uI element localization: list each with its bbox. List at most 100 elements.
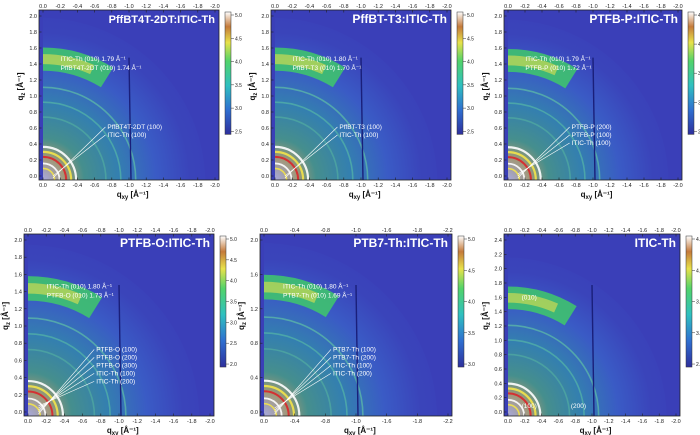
left-tick-label: 0.2 (261, 158, 269, 164)
bottom-tick-label: -1.0 (114, 419, 123, 425)
colorbar-tick-label: 5.0 (467, 13, 474, 19)
bottom-tick-label: -1.6 (169, 419, 178, 425)
bottom-tick-label: -2.0 (671, 419, 680, 425)
left-tick-label: 0.0 (29, 174, 37, 180)
left-tick-label: 1.4 (14, 290, 22, 296)
colorbar (687, 11, 695, 135)
peak-label: ITIC-Th (200) (333, 370, 372, 377)
left-tick-label: 0.2 (494, 396, 502, 402)
bottom-tick-label: -0.2 (520, 419, 529, 425)
giwaxs-panel-1: PffBT4T-2DT:ITIC-Th ITIC-Th (010) 1.79 Å⁻… (14, 2, 242, 201)
peak-label-010: ITIC-Th (010) 1.79 Å⁻¹ (61, 54, 127, 63)
diffraction-ring (27, 348, 96, 416)
bottom-tick-label: -1.0 (587, 419, 596, 425)
scattering-pattern (263, 242, 438, 416)
left-tick-label: 1.4 (494, 62, 502, 68)
bottom-tick-label: 0.0 (271, 183, 279, 189)
left-tick-label: 1.6 (494, 295, 502, 301)
diffraction-ring (507, 102, 586, 180)
lamellar-ring (274, 145, 310, 180)
y-axis-label: qz [Å⁻¹] (481, 302, 492, 330)
left-tick-label: 0.2 (14, 393, 22, 399)
top-tick-label: -0.2 (520, 4, 529, 10)
left-tick-label: 1.2 (250, 307, 258, 313)
bottom-tick-label: -1.2 (141, 183, 150, 189)
left-tick-label: 1.0 (14, 324, 22, 330)
bottom-tick-label: -0.4 (290, 419, 299, 425)
lamellar-ring (263, 397, 283, 416)
bottom-tick-label: -1.6 (639, 183, 648, 189)
peak-label-010: PTFB-O (010) 1.73 Å⁻¹ (47, 291, 115, 300)
bottom-tick-label: -1.6 (408, 183, 417, 189)
lamellar-ring (507, 403, 521, 416)
bottom-tick-label: -1.2 (605, 183, 614, 189)
left-tick-label: 0.6 (494, 367, 502, 373)
left-tick-label: 2.0 (250, 238, 258, 244)
left-tick-label: 0.0 (494, 410, 502, 416)
bottom-tick-label: -2.2 (443, 419, 452, 425)
colorbar-tick-label: 4.0 (467, 60, 474, 66)
bottom-tick-label: -1.8 (193, 183, 202, 189)
lamellar-ring (27, 402, 42, 416)
colorbar-tick-label: 3.0 (230, 320, 237, 326)
left-tick-label: 0.4 (494, 142, 502, 148)
bottom-tick-label: -1.4 (159, 183, 168, 189)
lamellar-ring (507, 146, 542, 180)
x-axis-label: qxy [Å⁻¹] (117, 190, 149, 201)
bottom-tick-label: -0.4 (537, 419, 546, 425)
colorbar-tick-label: 2.5 (696, 362, 700, 368)
top-tick-label: 0.0 (39, 4, 47, 10)
top-tick-label: -1.4 (391, 4, 400, 10)
diffraction-ring (507, 353, 571, 416)
colorbar-tick-label: 4.0 (230, 279, 237, 285)
pi-stacking-core (264, 281, 319, 304)
left-tick-label: 1.6 (14, 272, 22, 278)
peak-label: PffBT4T-2DT (100) (107, 124, 162, 131)
colorbar (224, 11, 232, 135)
lamellar-ring (274, 150, 305, 180)
top-tick-label: -2.0 (673, 4, 682, 10)
bottom-tick-label: -1.4 (391, 183, 400, 189)
bottom-tick-label: -1.8 (187, 419, 196, 425)
left-tick-label: 2.0 (494, 14, 502, 20)
colorbar-tick-label: 3.0 (235, 106, 242, 112)
bottom-tick-label: -1.0 (356, 183, 365, 189)
top-tick-label: -0.6 (78, 228, 87, 234)
top-tick-label: -0.8 (339, 4, 348, 10)
colorbar-tick-label: 4.0 (235, 60, 242, 66)
colorbar-tick-label: 4.5 (696, 237, 700, 243)
top-tick-label: -1.6 (382, 228, 391, 234)
left-tick-label: 1.0 (29, 94, 37, 100)
bottom-tick-label: -1.4 (621, 419, 630, 425)
colorbar-tick-label: 4.0 (698, 42, 700, 48)
bottom-tick-label: -0.6 (322, 183, 331, 189)
pi-stacking-core (508, 55, 559, 76)
left-tick-label: 0.4 (29, 142, 37, 148)
diffraction-ring (263, 316, 364, 416)
y-axis-label: qz [Å⁻¹] (1, 302, 12, 330)
detector-gap (360, 57, 364, 180)
peak-label-010: (010) (522, 295, 537, 302)
lamellar-ring (507, 162, 526, 180)
left-tick-label: 0.6 (29, 126, 37, 132)
top-tick-label: -1.6 (638, 228, 647, 234)
left-tick-label: 0.2 (494, 158, 502, 164)
peak-label-010: ITIC-Th (010) 1.79 Å⁻¹ (525, 54, 591, 63)
bottom-tick-label: -0.2 (55, 183, 64, 189)
lamellar-ring (42, 162, 61, 180)
panel-title: PffBT4T-2DT:ITIC-Th (109, 14, 216, 26)
left-tick-label: 1.8 (494, 281, 502, 287)
left-tick-label: 0.6 (494, 126, 502, 132)
lamellar-ring (42, 167, 56, 180)
top-tick-label: -0.4 (305, 4, 314, 10)
peak-label: ITIC-Th (100) (96, 370, 135, 377)
left-tick-label: 0.0 (14, 410, 22, 416)
left-tick-label: 1.0 (494, 94, 502, 100)
colorbar-tick-label: 3.2 (698, 100, 700, 106)
colorbar-tick-label: 3.5 (230, 300, 237, 306)
bottom-tick-label: 0.0 (260, 419, 268, 425)
top-tick-label: -1.6 (176, 4, 185, 10)
diffraction-ring (274, 86, 369, 180)
